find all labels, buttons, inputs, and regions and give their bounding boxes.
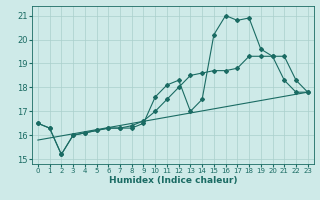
X-axis label: Humidex (Indice chaleur): Humidex (Indice chaleur)	[108, 176, 237, 185]
